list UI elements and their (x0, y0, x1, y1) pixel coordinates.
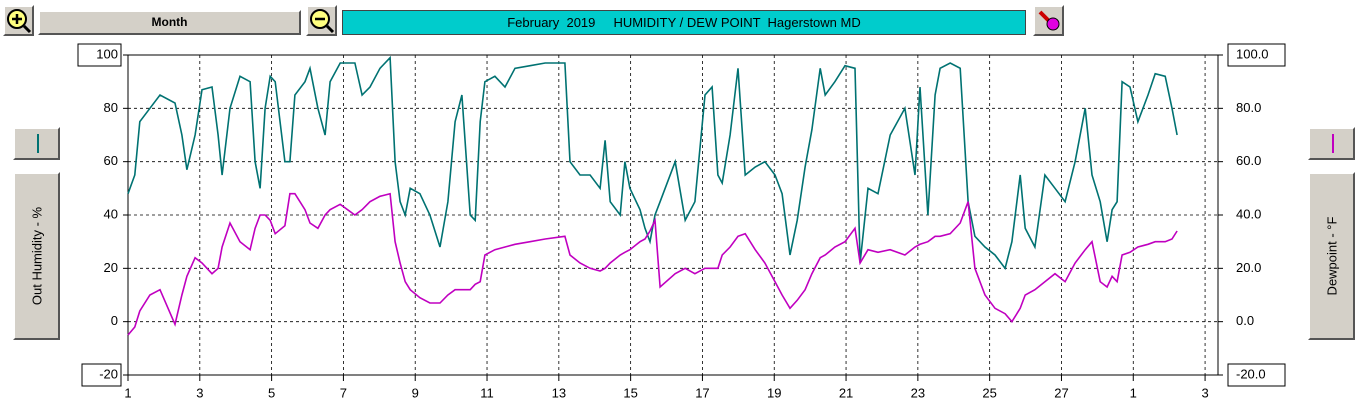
x-tick-label: 3 (1201, 385, 1208, 400)
y2-tick-label: 80.0 (1236, 100, 1261, 115)
y-tick-label: 60 (104, 153, 118, 168)
x-tick-label: 1 (124, 385, 131, 400)
dewpoint-legend-button[interactable] (1308, 127, 1355, 160)
y-tick-label: 100 (96, 46, 118, 61)
x-tick-label: 17 (695, 385, 709, 400)
legend-swatch (1332, 134, 1334, 153)
x-tick-label: 25 (982, 385, 996, 400)
data-line (127, 55, 1178, 271)
x-tick-label: 3 (196, 385, 203, 400)
y-tick-label: 40 (104, 206, 118, 221)
x-tick-label: 11 (480, 385, 494, 400)
y-axis-label: Out Humidity - % (29, 206, 44, 306)
axis-end-box (1227, 363, 1286, 387)
y2-axis-label: Dewpoint - °F (1324, 216, 1339, 296)
x-tick-label: 19 (767, 385, 781, 400)
y-tick-label: 20 (104, 260, 118, 275)
y2-tick-label: 60.0 (1236, 153, 1261, 168)
legend-swatch (37, 134, 39, 153)
y2-tick-label: 0.0 (1236, 313, 1254, 328)
x-tick-label: 5 (268, 385, 275, 400)
axis-end-box (77, 43, 122, 67)
axis-end-box (81, 363, 122, 387)
y-tick-label: -20 (99, 366, 118, 381)
axis-end-box (1227, 43, 1286, 67)
x-tick-label: 1 (1130, 385, 1137, 400)
y2-tick-label: 100.0 (1236, 46, 1269, 61)
y2-tick-label: -20.0 (1236, 366, 1266, 381)
chart-title: February 2019 HUMIDITY / DEW POINT Hager… (342, 10, 1026, 35)
y-tick-label: 0 (111, 313, 118, 328)
data-line (127, 192, 1178, 336)
x-tick-label: 13 (552, 385, 566, 400)
humidity-legend-button[interactable] (13, 127, 60, 160)
x-tick-label: 7 (340, 385, 347, 400)
options-button[interactable] (1033, 5, 1064, 36)
zoom-out-icon (310, 9, 335, 34)
zoom-out-button[interactable] (306, 5, 337, 36)
y-tick-label: 80 (104, 100, 118, 115)
period-button[interactable]: Month (38, 10, 301, 35)
y2-tick-label: 20.0 (1236, 260, 1261, 275)
options-icon (1038, 10, 1060, 31)
y2-axis-label-box: Dewpoint - °F (1308, 172, 1355, 340)
zoom-in-button[interactable] (3, 5, 34, 36)
x-tick-label: 15 (623, 385, 637, 400)
plot-area (127, 54, 1219, 376)
x-tick-label: 27 (1054, 385, 1068, 400)
x-tick-label: 23 (911, 385, 925, 400)
zoom-in-icon (7, 9, 32, 34)
y-axis-label-box: Out Humidity - % (13, 172, 60, 340)
y2-tick-label: 40.0 (1236, 206, 1261, 221)
x-tick-label: 21 (839, 385, 853, 400)
x-tick-label: 9 (412, 385, 419, 400)
